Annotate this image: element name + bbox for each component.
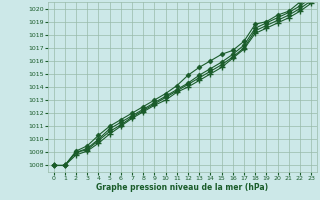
X-axis label: Graphe pression niveau de la mer (hPa): Graphe pression niveau de la mer (hPa) [96,183,268,192]
